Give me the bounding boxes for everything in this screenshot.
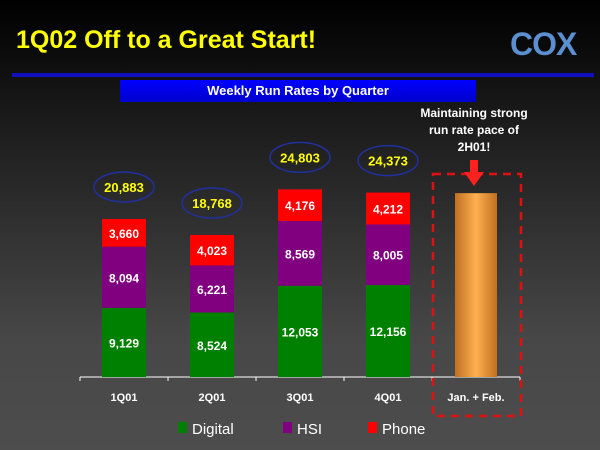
x-tick-label: Jan. + Feb. bbox=[447, 392, 504, 404]
legend-swatch-digital bbox=[178, 422, 187, 433]
legend-label: Phone bbox=[382, 421, 425, 438]
slide-title: 1Q02 Off to a Great Start! bbox=[16, 26, 317, 54]
title-divider bbox=[12, 73, 594, 77]
bar-hsi bbox=[190, 265, 234, 313]
total-ellipse bbox=[181, 187, 243, 219]
segment-label: 8,569 bbox=[285, 247, 315, 261]
annotation-text: 2H01! bbox=[458, 140, 491, 154]
total-ellipse bbox=[357, 144, 419, 177]
bar-digital bbox=[102, 307, 146, 377]
bar-digital bbox=[190, 312, 234, 377]
bar-phone bbox=[102, 219, 146, 247]
legend-label: HSI bbox=[297, 421, 322, 438]
annotation-text: run rate pace of bbox=[429, 123, 520, 137]
x-tick-label: 3Q01 bbox=[287, 392, 314, 404]
segment-label: 8,524 bbox=[197, 339, 227, 353]
segment-label: 4,212 bbox=[373, 203, 403, 217]
segment-label: 9,129 bbox=[109, 336, 139, 350]
bar-hsi bbox=[278, 220, 322, 286]
total-ellipse bbox=[269, 141, 331, 174]
segment-label: 12,053 bbox=[282, 325, 319, 339]
bar-hsi bbox=[102, 246, 146, 308]
arrow-icon bbox=[470, 160, 478, 174]
legend-label: Digital bbox=[192, 421, 234, 438]
bar-phone bbox=[278, 189, 322, 221]
bar-phone bbox=[190, 235, 234, 266]
total-label: 24,803 bbox=[280, 150, 320, 165]
x-tick-label: 2Q01 bbox=[199, 392, 226, 404]
total-label: 20,883 bbox=[104, 180, 144, 195]
segment-label: 6,221 bbox=[197, 283, 227, 297]
arrow-icon bbox=[464, 172, 484, 186]
legend-swatch-phone bbox=[368, 422, 377, 433]
segment-label: 8,094 bbox=[109, 271, 139, 285]
bar-phone bbox=[366, 192, 410, 225]
x-tick-label: 1Q01 bbox=[111, 392, 138, 404]
bar-digital bbox=[366, 285, 410, 377]
annotation-text: Maintaining strong bbox=[420, 106, 527, 120]
legend-swatch-hsi bbox=[283, 422, 292, 433]
total-label: 24,373 bbox=[368, 154, 408, 169]
cox-logo: COX bbox=[510, 26, 577, 62]
segment-label: 12,156 bbox=[370, 325, 407, 339]
segment-label: 3,660 bbox=[109, 227, 139, 241]
segment-label: 4,023 bbox=[197, 244, 227, 258]
bar-hsi bbox=[366, 224, 410, 286]
segment-label: 8,005 bbox=[373, 249, 403, 263]
bar-estimate bbox=[455, 193, 497, 377]
total-ellipse bbox=[93, 171, 155, 203]
bar-digital bbox=[278, 285, 322, 377]
segment-label: 4,176 bbox=[285, 199, 315, 213]
chart-title: Weekly Run Rates by Quarter bbox=[120, 80, 476, 102]
total-label: 18,768 bbox=[192, 196, 232, 211]
x-tick-label: 4Q01 bbox=[375, 392, 402, 404]
